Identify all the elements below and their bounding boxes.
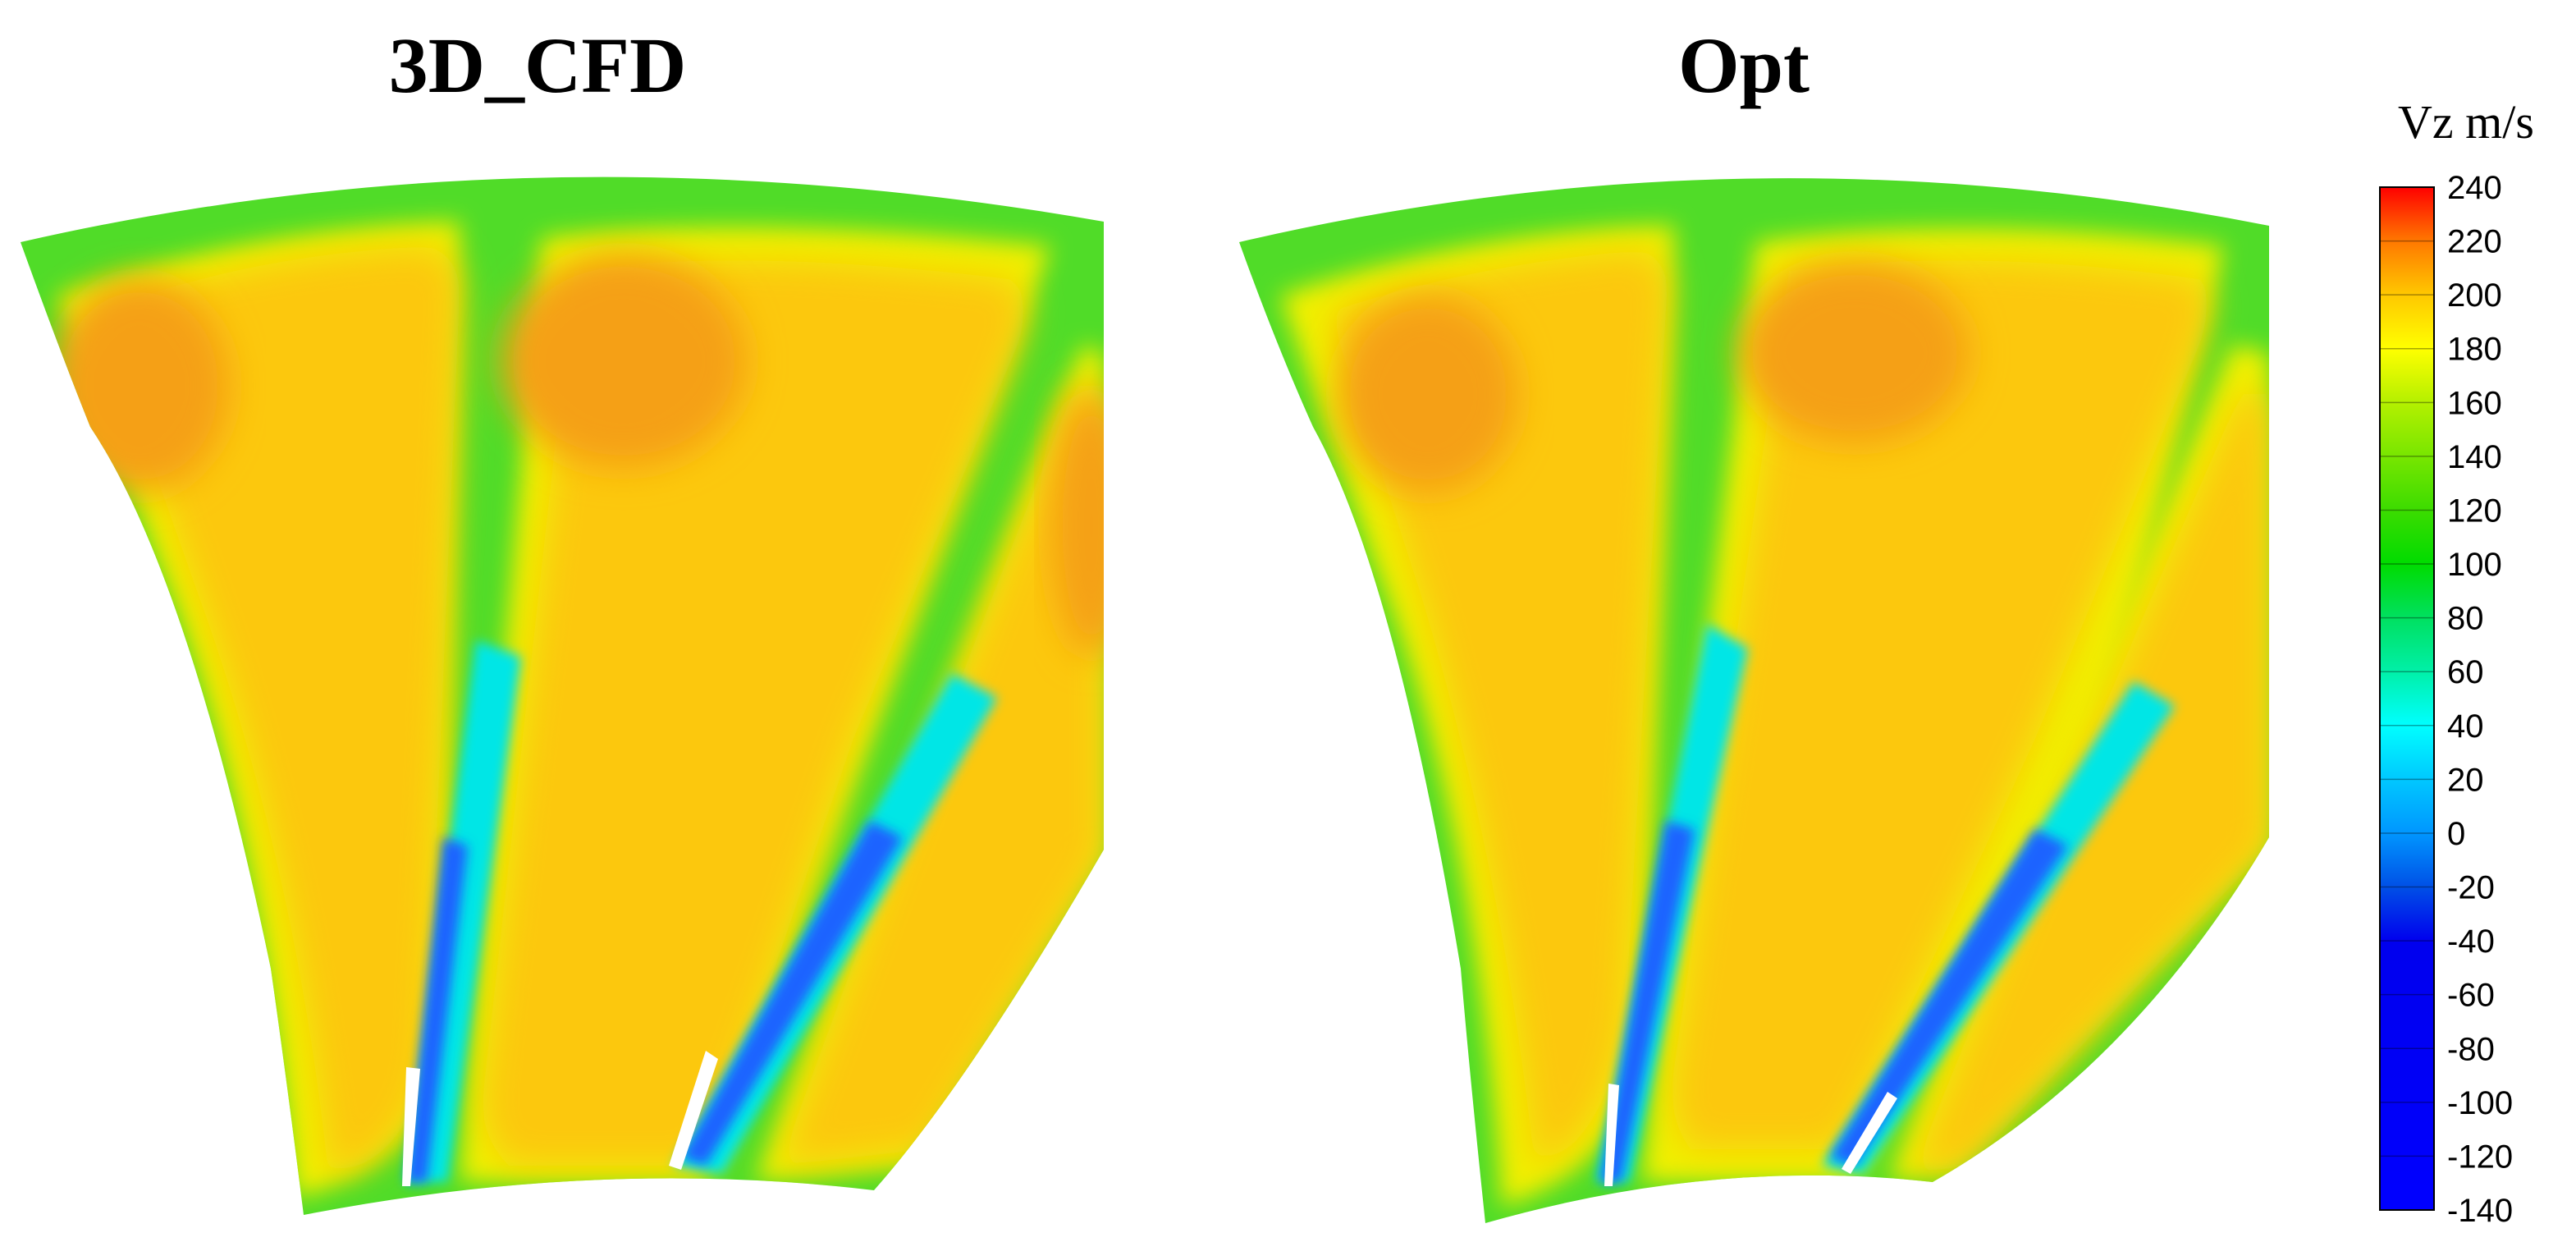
colorbar-tick-label: -120	[2447, 1139, 2513, 1175]
colorbar-tick-label: 40	[2447, 708, 2484, 745]
colorbar-tick-label: 80	[2447, 601, 2484, 637]
colorbar-tick-label: 60	[2447, 654, 2484, 690]
colorbar-tick-label: 120	[2447, 493, 2502, 529]
colorbar: Vz m/s 240220200180160140120100806040200…	[2379, 95, 2534, 1229]
colorbar-tick-label: -60	[2447, 978, 2495, 1014]
colorbar-tick-label: -140	[2447, 1193, 2513, 1229]
colorbar-tick-label: 220	[2447, 224, 2502, 260]
colorbar-tick-label: 160	[2447, 385, 2502, 421]
colorbar-tick-label: 180	[2447, 332, 2502, 368]
colorbar-tick-label: 0	[2447, 816, 2465, 852]
colorbar-tick-label: -40	[2447, 923, 2495, 960]
colorbar-gradient	[2379, 186, 2435, 1211]
colorbar-ticks: 240220200180160140120100806040200-20-40-…	[2380, 170, 2513, 1229]
colorbar-tick-label: 20	[2447, 762, 2484, 798]
colorbar-title: Vz m/s	[2398, 95, 2534, 149]
panel-opt: Opt	[1239, 21, 2269, 1223]
colorbar-tick-label: -80	[2447, 1031, 2495, 1067]
colorbar-tick-label: 200	[2447, 277, 2502, 314]
contour-field-opt	[1239, 178, 2269, 1223]
panel-title-opt: Opt	[1678, 21, 1810, 109]
colorbar-tick-label: -20	[2447, 870, 2495, 906]
colorbar-tick-label: 140	[2447, 439, 2502, 475]
colorbar-tick-label: -100	[2447, 1085, 2513, 1121]
contour-field-3d-cfd	[21, 176, 1104, 1215]
panel-3d-cfd: 3D_CFD	[21, 21, 1104, 1215]
colorbar-tick-label: 100	[2447, 547, 2502, 583]
colorbar-tick-label: 240	[2447, 170, 2502, 206]
panel-title-3d-cfd: 3D_CFD	[389, 21, 687, 109]
